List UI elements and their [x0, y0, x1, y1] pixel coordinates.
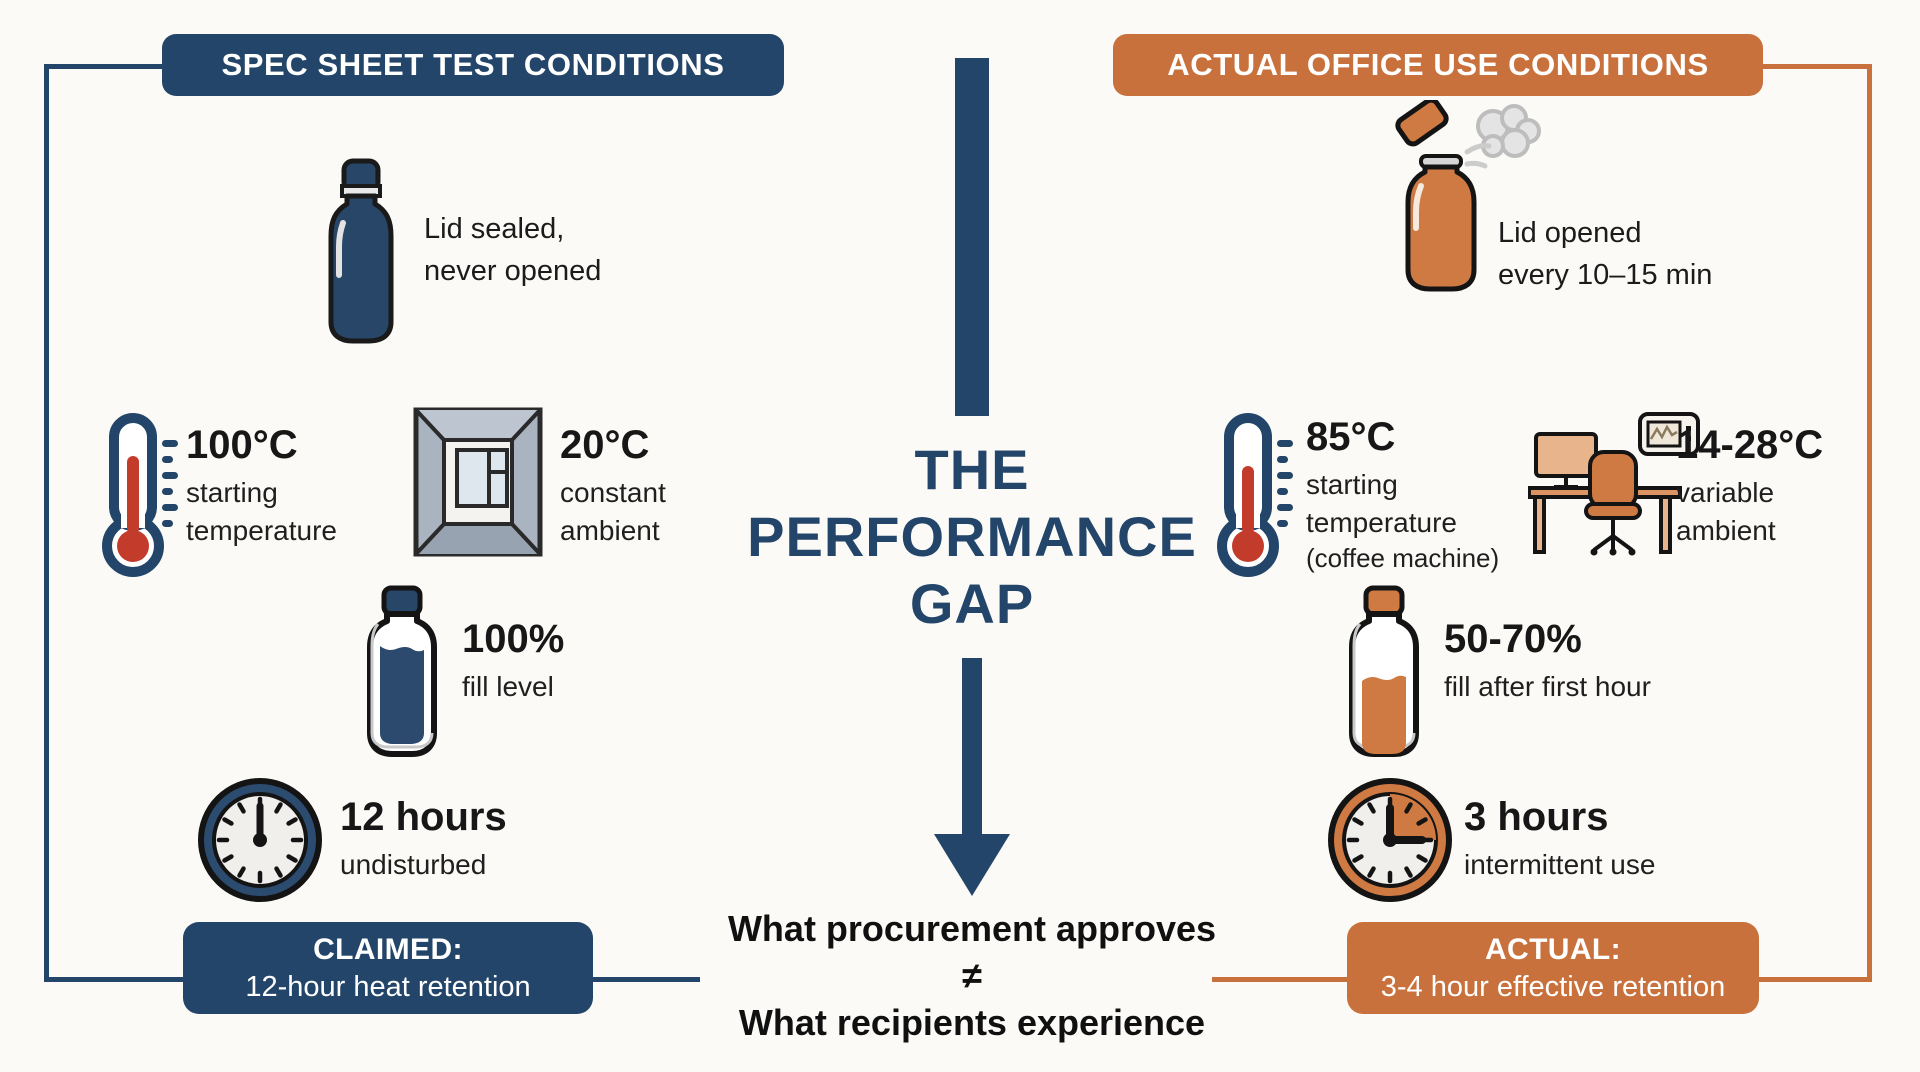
spec-lid-line1: Lid sealed,: [424, 213, 565, 245]
actual-time-value: 3 hours: [1464, 795, 1609, 839]
claimed-banner: CLAIMED: 12-hour heat retention: [183, 922, 593, 1014]
spec-ambient-text: 20°C constant ambient: [560, 423, 666, 549]
spec-lid-text: Lid sealed, never opened: [424, 208, 601, 292]
actual-banner-text: 3-4 hour effective retention: [1380, 970, 1726, 1003]
spec-fill-line1: fill level: [462, 671, 554, 703]
actual-time-text: 3 hours intermittent use: [1464, 795, 1656, 884]
spec-fill-value: 100%: [462, 617, 565, 661]
comparison-line2: What recipients experience: [738, 1001, 1206, 1043]
spec-ambient-line1: constant: [560, 477, 666, 509]
comparison-line1: What procurement approves: [727, 908, 1217, 949]
actual-lid-line2: every 10–15 min: [1498, 259, 1713, 292]
spec-ambient-line2: ambient: [560, 514, 660, 546]
down-arrow-head-icon: [934, 834, 1010, 896]
left-frame-top-line: [44, 64, 162, 69]
spec-time-line1: undisturbed: [340, 849, 487, 881]
gap-title-line3: GAP: [909, 572, 1035, 636]
actual-fill-line1: fill after first hour: [1444, 671, 1651, 703]
actual-temp-line3: (coffee machine): [1306, 543, 1500, 574]
comparison-statement: What procurement approves ≠ What recipie…: [682, 906, 1262, 1046]
spec-temp-value: 100°C: [186, 423, 298, 467]
actual-ambient-text: 14-28°C variable ambient: [1676, 423, 1824, 549]
test-chamber-icon: [413, 407, 543, 557]
right-panel-header-label: ACTUAL OFFICE USE CONDITIONS: [1167, 47, 1709, 82]
spec-time-text: 12 hours undisturbed: [340, 795, 507, 884]
actual-thermometer-icon: [1217, 413, 1293, 577]
actual-lid-text: Lid opened every 10–15 min: [1498, 212, 1712, 296]
office-desk-icon: [1528, 412, 1700, 556]
open-bottle-steam-icon: [1395, 100, 1541, 292]
left-panel-header: SPEC SHEET TEST CONDITIONS: [162, 34, 784, 96]
left-frame-vertical-line: [44, 64, 49, 982]
right-frame-vertical-line: [1867, 64, 1872, 982]
actual-lid-line1: Lid opened: [1498, 217, 1642, 249]
spec-lid-line2: never opened: [424, 255, 602, 288]
actual-temp-line2: temperature: [1306, 506, 1457, 538]
actual-temp-text: 85°C starting temperature (coffee machin…: [1306, 415, 1500, 576]
actual-banner-title: ACTUAL:: [1484, 932, 1622, 966]
claimed-banner-title: CLAIMED:: [313, 932, 463, 966]
spec-temp-line2: temperature: [186, 514, 337, 546]
gap-title-line2: PERFORMANCE: [747, 505, 1197, 569]
actual-fill-bottle-icon: [1349, 585, 1419, 757]
claimed-banner-text: 12-hour heat retention: [245, 970, 531, 1003]
actual-temp-line1: starting: [1306, 469, 1398, 501]
center-divider-bar: [955, 58, 989, 416]
actual-time-line1: intermittent use: [1464, 849, 1656, 881]
sealed-bottle-icon: [328, 158, 394, 344]
actual-ambient-value: 14-28°C: [1676, 423, 1824, 467]
right-panel-header: ACTUAL OFFICE USE CONDITIONS: [1113, 34, 1763, 96]
actual-clock-icon: [1328, 778, 1452, 902]
gap-title-line1: THE: [914, 438, 1030, 501]
spec-temp-line1: starting: [186, 477, 278, 509]
not-equal-sign: ≠: [962, 954, 982, 996]
spec-clock-icon: [198, 778, 322, 902]
actual-temp-value: 85°C: [1306, 415, 1396, 459]
spec-ambient-value: 20°C: [560, 423, 650, 467]
spec-fill-bottle-icon: [367, 585, 437, 757]
gap-title: THE PERFORMANCE GAP: [672, 436, 1272, 638]
right-frame-top-line: [1763, 64, 1872, 69]
down-arrow-shaft: [962, 658, 982, 836]
spec-time-value: 12 hours: [340, 795, 507, 839]
spec-thermometer-icon: [102, 413, 178, 577]
spec-temp-text: 100°C starting temperature: [186, 423, 337, 549]
actual-fill-value: 50-70%: [1444, 617, 1582, 661]
actual-banner: ACTUAL: 3-4 hour effective retention: [1347, 922, 1759, 1014]
actual-fill-text: 50-70% fill after first hour: [1444, 617, 1651, 706]
left-panel-header-label: SPEC SHEET TEST CONDITIONS: [221, 47, 725, 82]
actual-ambient-line2: ambient: [1676, 514, 1776, 546]
spec-fill-text: 100% fill level: [462, 617, 565, 706]
actual-ambient-line1: variable: [1676, 477, 1775, 509]
